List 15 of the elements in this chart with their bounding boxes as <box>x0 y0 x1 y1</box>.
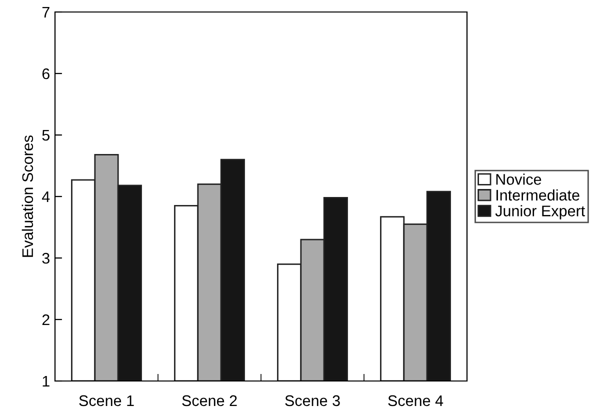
x-tick-label: Scene 1 <box>79 395 134 406</box>
legend-label: Novice <box>496 174 542 185</box>
y-tick-label: 7 <box>42 7 50 18</box>
y-tick-label: 6 <box>42 68 50 80</box>
legend-label: Junior Expert <box>495 205 585 220</box>
y-tick-label: 3 <box>42 252 50 264</box>
y-axis-title: Evaluation Scores <box>22 135 34 257</box>
y-tick-label: 5 <box>42 130 50 141</box>
legend-label: Intermediate <box>496 189 580 201</box>
y-tick-label: 2 <box>42 314 50 326</box>
x-tick-label: Scene 3 <box>285 395 340 406</box>
x-tick-label: Scene 2 <box>182 395 237 406</box>
y-tick-label: 1 <box>42 376 50 387</box>
x-tick-label: Scene 4 <box>388 395 444 406</box>
y-tick-label: 4 <box>42 192 50 202</box>
